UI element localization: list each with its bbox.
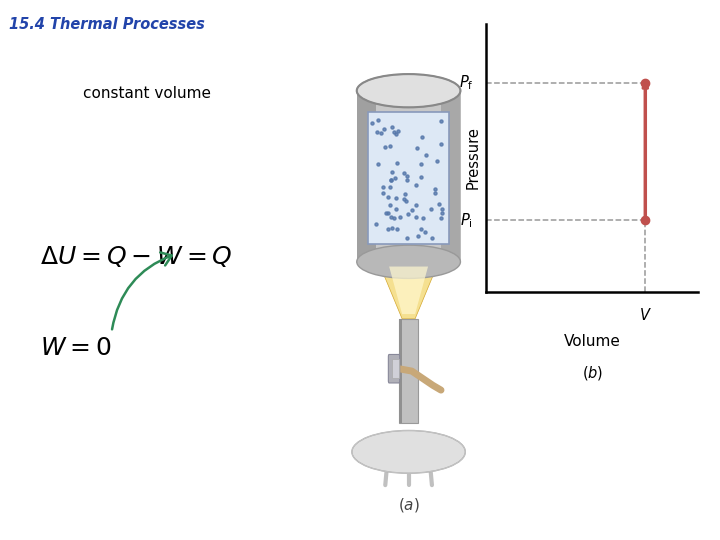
Point <box>401 172 413 180</box>
Point <box>390 204 402 213</box>
Point <box>401 234 413 242</box>
Text: $(b)$: $(b)$ <box>582 364 603 382</box>
FancyBboxPatch shape <box>399 319 418 423</box>
Point <box>412 143 423 152</box>
FancyBboxPatch shape <box>368 112 449 244</box>
Point <box>382 192 393 201</box>
Point <box>371 220 382 228</box>
Point <box>400 190 411 199</box>
Point <box>391 159 402 168</box>
Y-axis label: Pressure: Pressure <box>465 126 480 190</box>
Point <box>395 213 406 221</box>
Point <box>379 143 391 152</box>
Point <box>382 209 394 218</box>
Point <box>375 129 387 137</box>
FancyBboxPatch shape <box>441 91 461 262</box>
Text: $W = 0$: $W = 0$ <box>40 337 112 360</box>
FancyBboxPatch shape <box>392 359 399 378</box>
Point <box>385 176 397 184</box>
Text: $P_\mathrm{i}$: $P_\mathrm{i}$ <box>461 211 473 230</box>
Point <box>385 213 397 221</box>
Text: $V$: $V$ <box>639 307 652 323</box>
Point <box>433 200 444 209</box>
Point <box>386 167 397 176</box>
Point <box>390 174 401 183</box>
Point <box>410 181 422 190</box>
Point <box>432 157 444 166</box>
Point <box>436 209 447 218</box>
Point <box>377 183 389 191</box>
FancyBboxPatch shape <box>357 91 377 262</box>
FancyArrowPatch shape <box>112 252 172 329</box>
Point <box>387 123 398 131</box>
Point <box>398 194 410 203</box>
Point <box>373 159 384 168</box>
Point <box>384 142 395 151</box>
Point <box>387 224 398 233</box>
Text: 15.4 Thermal Processes: 15.4 Thermal Processes <box>9 17 205 32</box>
Point <box>425 205 436 213</box>
Point <box>410 213 422 221</box>
Point <box>384 200 396 209</box>
Point <box>429 188 441 197</box>
Point <box>402 210 414 218</box>
Point <box>388 214 400 223</box>
Ellipse shape <box>357 245 461 279</box>
Point <box>402 176 413 185</box>
Point <box>435 214 446 222</box>
Point <box>391 224 402 233</box>
Point <box>435 117 446 125</box>
Point <box>390 130 402 138</box>
Point <box>406 205 418 214</box>
Ellipse shape <box>357 74 461 107</box>
Point <box>418 213 429 222</box>
Point <box>385 176 397 185</box>
Point <box>388 127 400 136</box>
Text: $(a)$: $(a)$ <box>397 496 420 514</box>
Polygon shape <box>390 267 428 314</box>
Point <box>372 128 383 137</box>
FancyBboxPatch shape <box>357 91 461 262</box>
Point <box>420 227 431 236</box>
Point <box>377 188 388 197</box>
Point <box>379 125 390 134</box>
Point <box>430 185 441 193</box>
Point <box>384 183 396 192</box>
Point <box>410 201 422 210</box>
Text: $\Delta U = Q - W = Q$: $\Delta U = Q - W = Q$ <box>40 244 232 269</box>
Point <box>436 139 447 148</box>
Point <box>392 127 404 136</box>
Point <box>398 169 410 178</box>
Polygon shape <box>379 264 438 319</box>
Point <box>415 173 427 181</box>
Point <box>382 225 394 233</box>
Text: Volume: Volume <box>564 334 621 349</box>
Point <box>420 151 432 160</box>
Point <box>415 224 427 233</box>
Point <box>372 116 384 125</box>
Point <box>400 197 412 205</box>
Ellipse shape <box>352 430 465 473</box>
Point <box>416 132 428 141</box>
Point <box>366 119 377 127</box>
Point <box>426 233 438 242</box>
Text: constant volume: constant volume <box>83 86 211 102</box>
Text: $P_\mathrm{f}$: $P_\mathrm{f}$ <box>459 73 473 92</box>
Point <box>390 194 402 202</box>
Point <box>436 204 448 213</box>
Point <box>415 160 427 168</box>
FancyBboxPatch shape <box>388 354 400 383</box>
Point <box>413 231 424 240</box>
FancyBboxPatch shape <box>399 319 402 423</box>
Point <box>380 209 392 218</box>
